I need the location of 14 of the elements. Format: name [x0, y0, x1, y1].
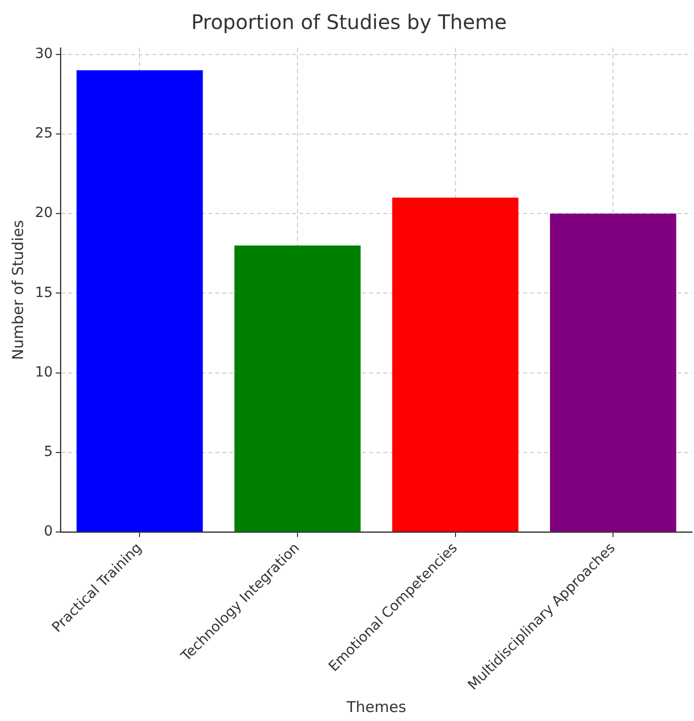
bar — [550, 214, 676, 532]
y-tick-label: 25 — [34, 126, 53, 142]
y-tick-label: 30 — [34, 46, 53, 62]
y-tick-label: 20 — [34, 205, 53, 222]
y-tick-label: 15 — [34, 284, 53, 301]
bar — [76, 70, 203, 532]
bar — [234, 245, 361, 532]
y-tick-label: 0 — [44, 524, 53, 540]
y-tick-label: 5 — [44, 444, 53, 460]
x-axis-title: Themes — [346, 698, 406, 716]
y-tick-label: 10 — [34, 364, 53, 380]
chart-title: Proportion of Studies by Theme — [191, 10, 507, 34]
y-axis-title: Number of Studies — [8, 220, 27, 360]
bar — [392, 198, 518, 532]
